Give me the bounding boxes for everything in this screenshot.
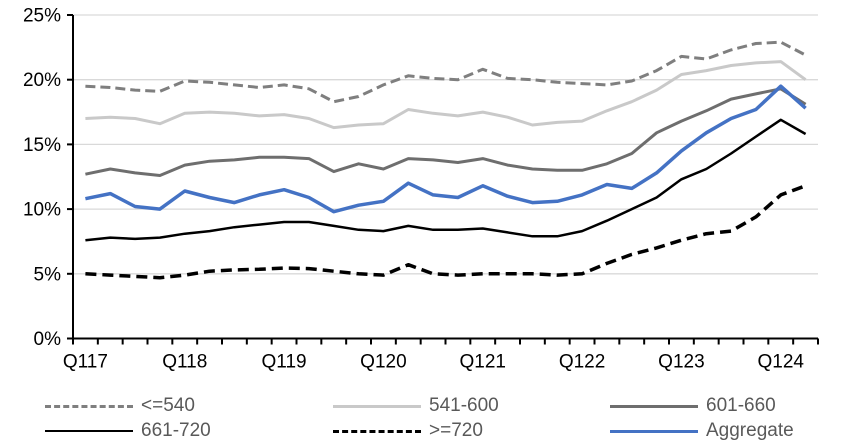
y-tick-label-20%: 20% (23, 70, 61, 91)
y-tick-label-10%: 10% (23, 200, 61, 221)
legend-swatch-541-600 (333, 404, 421, 408)
y-tick-label-25%: 25% (23, 6, 61, 27)
x-tick-label-Q124: Q124 (758, 352, 805, 373)
y-tick-label-0%: 0% (34, 329, 62, 350)
legend-swatch-601-660 (610, 404, 698, 408)
x-tick-label-Q122: Q122 (559, 352, 605, 373)
legend-label-aggregate: Aggregate (706, 420, 794, 441)
y-tick-label-5%: 5% (34, 264, 62, 285)
plot-area: 0% 5% 10% 15% 20% 25% Q117 Q118 Q119 Q120 Q121 Q122… (23, 6, 819, 373)
y-tick-label-15%: 15% (23, 135, 61, 156)
legend-item-lte540: <=540 (45, 396, 195, 416)
series-line-<=540 (85, 40, 807, 104)
legend-label-661-720: 661-720 (141, 420, 211, 441)
series-line-Aggregate (85, 84, 807, 214)
legend-swatch-lte540 (45, 404, 133, 408)
legend-swatch-gte720 (333, 429, 421, 433)
series-line-601-660 (85, 87, 807, 177)
legend-item-aggregate: Aggregate (610, 421, 794, 441)
legend-item-661-720: 661-720 (45, 421, 211, 441)
x-tick-label-Q119: Q119 (262, 352, 307, 373)
legend-label-lte540: <=540 (141, 395, 195, 416)
legend-item-601-660: 601-660 (610, 396, 776, 416)
x-tick-label-Q120: Q120 (360, 352, 406, 373)
x-tick-label-Q123: Q123 (658, 352, 704, 373)
legend-item-gte720: >=720 (333, 421, 483, 441)
legend-swatch-aggregate (610, 429, 698, 433)
series-line->=720 (85, 184, 807, 280)
legend-label-541-600: 541-600 (429, 395, 499, 416)
x-tick-label-Q121: Q121 (460, 352, 506, 373)
legend-item-541-600: 541-600 (333, 396, 499, 416)
x-tick-label-Q117: Q117 (63, 352, 108, 373)
legend-swatch-661-720 (45, 430, 133, 432)
series-line-541-600 (85, 60, 807, 130)
x-tick-label-Q118: Q118 (162, 352, 207, 373)
series-line-661-720 (85, 118, 807, 242)
legend-label-601-660: 601-660 (706, 395, 776, 416)
legend-label-gte720: >=720 (429, 420, 483, 441)
